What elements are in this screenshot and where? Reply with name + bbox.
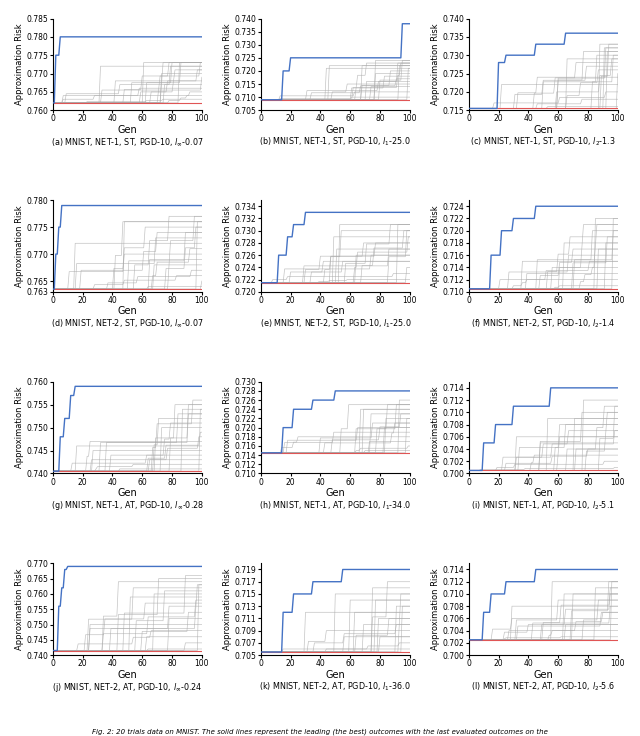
Y-axis label: Approximation Risk: Approximation Risk [223,24,232,105]
X-axis label: Gen: Gen [118,488,137,498]
Text: Fig. 2: 20 trials data on MNIST. The solid lines represent the leading (the best: Fig. 2: 20 trials data on MNIST. The sol… [92,729,548,735]
Text: (a) MNIST, NET-1, ST, PGD-10, $l_{\infty}$-0.07: (a) MNIST, NET-1, ST, PGD-10, $l_{\infty… [51,136,204,148]
Text: (j) MNIST, NET-2, AT, PGD-10, $l_{\infty}$-0.24: (j) MNIST, NET-2, AT, PGD-10, $l_{\infty… [52,681,202,694]
Y-axis label: Approximation Risk: Approximation Risk [15,205,24,287]
X-axis label: Gen: Gen [533,306,553,316]
Y-axis label: Approximation Risk: Approximation Risk [223,387,232,468]
Text: (h) MNIST, NET-1, AT, PGD-10, $l_1$-34.0: (h) MNIST, NET-1, AT, PGD-10, $l_1$-34.0 [259,499,412,512]
X-axis label: Gen: Gen [533,488,553,498]
X-axis label: Gen: Gen [325,488,345,498]
Y-axis label: Approximation Risk: Approximation Risk [15,568,24,650]
Y-axis label: Approximation Risk: Approximation Risk [223,205,232,287]
Text: (k) MNIST, NET-2, AT, PGD-10, $l_1$-36.0: (k) MNIST, NET-2, AT, PGD-10, $l_1$-36.0 [259,681,411,693]
Y-axis label: Approximation Risk: Approximation Risk [431,568,440,650]
Text: (l) MNIST, NET-2, AT, PGD-10, $l_2$-5.6: (l) MNIST, NET-2, AT, PGD-10, $l_2$-5.6 [471,681,615,693]
X-axis label: Gen: Gen [118,670,137,679]
Y-axis label: Approximation Risk: Approximation Risk [15,24,24,105]
Text: (b) MNIST, NET-1, ST, PGD-10, $l_1$-25.0: (b) MNIST, NET-1, ST, PGD-10, $l_1$-25.0 [259,136,411,149]
X-axis label: Gen: Gen [533,125,553,135]
X-axis label: Gen: Gen [325,306,345,316]
X-axis label: Gen: Gen [118,306,137,316]
Text: (c) MNIST, NET-1, ST, PGD-10, $l_2$-1.3: (c) MNIST, NET-1, ST, PGD-10, $l_2$-1.3 [470,136,616,149]
Y-axis label: Approximation Risk: Approximation Risk [223,568,232,650]
Text: (i) MNIST, NET-1, AT, PGD-10, $l_2$-5.1: (i) MNIST, NET-1, AT, PGD-10, $l_2$-5.1 [471,499,615,512]
Text: (d) MNIST, NET-2, ST, PGD-10, $l_{\infty}$-0.07: (d) MNIST, NET-2, ST, PGD-10, $l_{\infty… [51,317,204,329]
Y-axis label: Approximation Risk: Approximation Risk [15,387,24,468]
Text: (e) MNIST, NET-2, ST, PGD-10, $l_1$-25.0: (e) MNIST, NET-2, ST, PGD-10, $l_1$-25.0 [259,317,411,330]
Y-axis label: Approximation Risk: Approximation Risk [431,387,440,468]
Y-axis label: Approximation Risk: Approximation Risk [431,205,440,287]
X-axis label: Gen: Gen [325,670,345,679]
X-axis label: Gen: Gen [533,670,553,679]
X-axis label: Gen: Gen [118,125,137,135]
X-axis label: Gen: Gen [325,125,345,135]
Text: (g) MNIST, NET-1, AT, PGD-10, $l_{\infty}$-0.28: (g) MNIST, NET-1, AT, PGD-10, $l_{\infty… [51,499,204,512]
Y-axis label: Approximation Risk: Approximation Risk [431,24,440,105]
Text: (f) MNIST, NET-2, ST, PGD-10, $l_2$-1.4: (f) MNIST, NET-2, ST, PGD-10, $l_2$-1.4 [471,317,616,330]
